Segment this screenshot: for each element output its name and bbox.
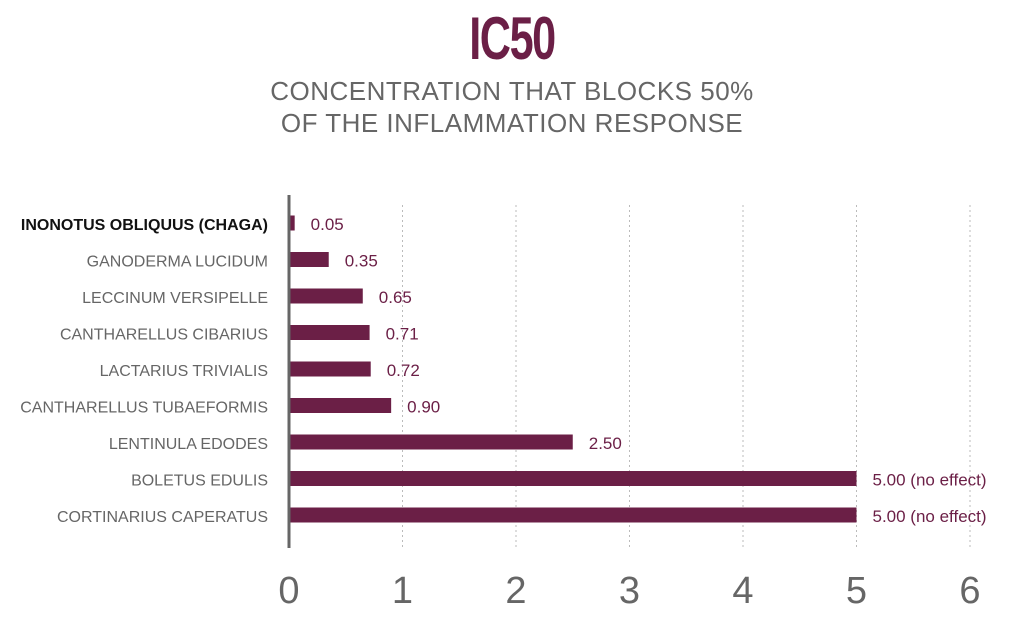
bar: [289, 288, 363, 304]
chart-subtitle-line-2: OF THE INFLAMMATION RESPONSE: [280, 108, 744, 138]
bar: [289, 215, 295, 231]
data-label: 0.90: [407, 398, 440, 417]
chart-title: IC50: [469, 5, 556, 72]
chart-subtitle-line-1: CONCENTRATION THAT BLOCKS 50%: [270, 76, 754, 106]
category-label: LECCINUM VERSIPELLE: [82, 290, 268, 307]
category-label: CANTHARELLUS CIBARIUS: [60, 327, 268, 344]
bar: [289, 398, 392, 413]
category-label: BOLETUS EDULIS: [131, 473, 268, 490]
bar: [289, 434, 573, 450]
x-tick-label: 2: [505, 570, 526, 612]
x-tick-label: 4: [732, 570, 753, 612]
data-label: 5.00 (no effect): [873, 507, 987, 526]
data-label: 2.50: [589, 434, 622, 453]
data-label: 0.65: [379, 288, 412, 307]
bar: [289, 361, 371, 377]
x-tick-label: 6: [959, 570, 980, 612]
x-tick-label: 3: [619, 570, 640, 612]
category-label: CORTINARIUS CAPERATUS: [57, 509, 268, 526]
bar: [289, 471, 857, 486]
x-tick-label: 0: [278, 570, 299, 612]
data-label: 0.72: [387, 361, 420, 380]
x-tick-label: 5: [846, 570, 867, 612]
data-label: 5.00 (no effect): [873, 471, 987, 490]
category-label: LACTARIUS TRIVIALIS: [100, 363, 268, 380]
data-label: 0.05: [311, 215, 344, 234]
category-label: INONOTUS OBLIQUUS (CHAGA): [21, 217, 268, 234]
data-label: 0.35: [345, 252, 378, 271]
category-label: GANODERMA LUCIDUM: [87, 254, 268, 271]
bar: [289, 252, 329, 267]
category-label: LENTINULA EDODES: [109, 436, 268, 453]
data-label: 0.71: [386, 325, 419, 344]
x-tick-label: 1: [392, 570, 413, 612]
bar: [289, 507, 857, 523]
category-label: CANTHARELLUS TUBAEFORMIS: [20, 400, 268, 417]
bar: [289, 325, 370, 340]
